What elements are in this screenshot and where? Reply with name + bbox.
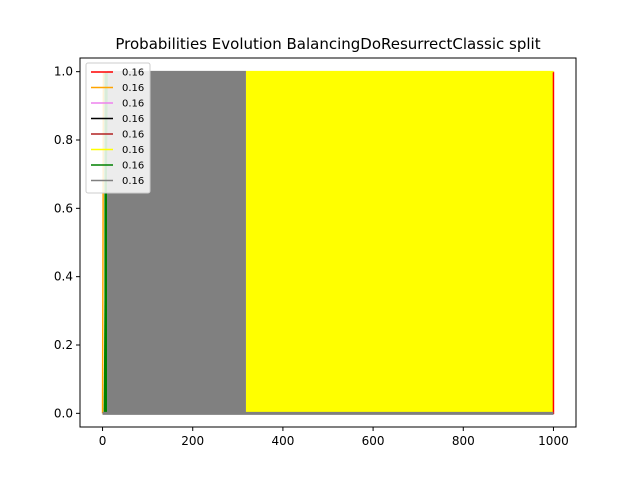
legend-box (85, 62, 151, 194)
legend-label: 0.16 (122, 83, 144, 94)
x-tick-label: 0 (99, 434, 107, 448)
chart-title: Probabilities Evolution BalancingDoResur… (115, 35, 540, 53)
x-axis-ticks: 0 200 400 600 800 1000 (99, 427, 569, 448)
y-tick-label: 0.4 (54, 270, 73, 284)
y-tick-label: 1.0 (54, 65, 73, 79)
legend-label: 0.16 (122, 68, 144, 79)
series-fill-yellow (245, 71, 554, 414)
y-axis-ticks: 0.0 0.2 0.4 0.6 0.8 1.0 (54, 65, 80, 420)
legend-label: 0.16 (122, 114, 144, 125)
x-tick-label: 600 (362, 434, 385, 448)
legend-label: 0.16 (122, 176, 144, 187)
x-tick-label: 200 (181, 434, 204, 448)
plot-area (101, 70, 555, 415)
legend-label: 0.16 (122, 130, 144, 141)
x-tick-label: 400 (271, 434, 294, 448)
legend: 0.16 0.16 0.16 0.16 0.16 0.16 0.16 0.16 (85, 62, 151, 194)
axes-frame (79, 57, 577, 428)
legend-label: 0.16 (122, 161, 144, 172)
y-tick-label: 0.6 (54, 201, 73, 215)
y-tick-label: 0.2 (54, 338, 73, 352)
legend-label: 0.16 (122, 145, 144, 156)
y-tick-label: 0.0 (54, 406, 73, 420)
x-tick-label: 800 (452, 434, 475, 448)
y-tick-label: 0.8 (54, 133, 73, 147)
x-tick-label: 1000 (538, 434, 569, 448)
legend-label: 0.16 (122, 99, 144, 110)
